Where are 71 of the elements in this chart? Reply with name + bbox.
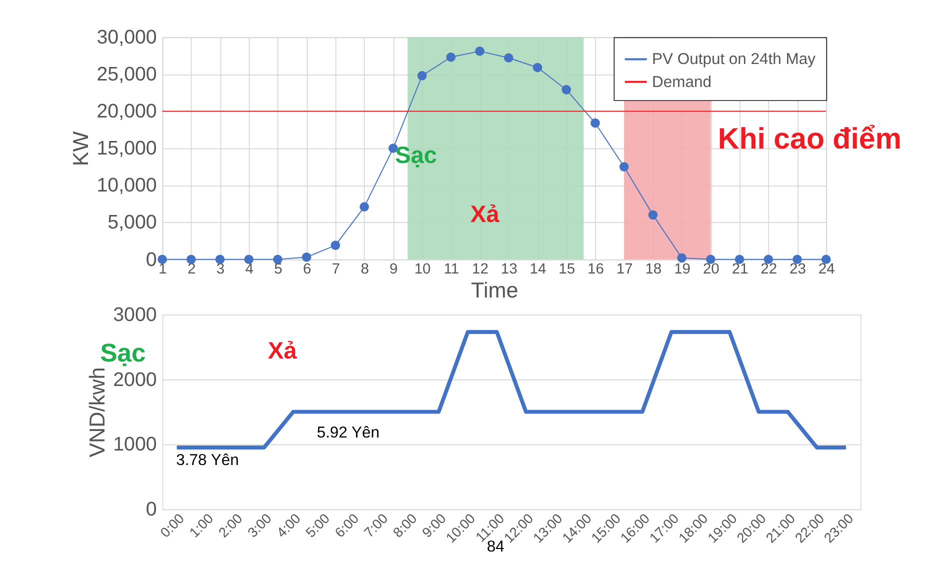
x-tick-label: 5:00 bbox=[303, 510, 333, 540]
x-tick-label: 16 bbox=[587, 262, 604, 278]
x-tick-label: 10 bbox=[414, 262, 431, 278]
x-tick-label: 0:00 bbox=[158, 510, 188, 540]
x-tick-label: 9 bbox=[390, 262, 398, 278]
x-tick-label: 13 bbox=[500, 262, 518, 278]
point bbox=[590, 118, 600, 128]
x-tick-label: 21 bbox=[732, 262, 748, 278]
y-tick-label: 10,000 bbox=[96, 174, 157, 197]
point bbox=[619, 162, 629, 172]
x-tick-label: 22 bbox=[760, 262, 778, 278]
x-tick-label: 24 bbox=[818, 262, 835, 278]
annotation: Sạc bbox=[395, 143, 437, 170]
point bbox=[532, 62, 542, 72]
point bbox=[446, 52, 456, 62]
point bbox=[302, 252, 312, 262]
x-tick-label: 15 bbox=[558, 262, 576, 278]
y-tick-label: 2000 bbox=[113, 368, 157, 391]
point bbox=[330, 240, 340, 250]
x-tick-label: 20 bbox=[702, 262, 720, 278]
y-tick-label: 5,000 bbox=[108, 212, 157, 234]
x-axis-title: Time bbox=[471, 277, 518, 302]
y-tick-label: 0 bbox=[146, 248, 157, 271]
point bbox=[417, 70, 427, 80]
annotation: Xả bbox=[268, 338, 298, 365]
y-axis-title: VND/kwh bbox=[84, 367, 110, 458]
x-tick-label: 7:00 bbox=[361, 510, 391, 540]
x-tick-label: 6 bbox=[302, 262, 312, 278]
x-tick-label: 14 bbox=[530, 262, 546, 278]
y-tick-label: 20,000 bbox=[96, 100, 157, 123]
legend-label: Demand bbox=[652, 74, 712, 91]
x-tick-label: 8:00 bbox=[390, 510, 420, 540]
y-tick-label: 1000 bbox=[113, 434, 157, 456]
x-tick-label: 8 bbox=[360, 262, 369, 278]
x-tick-label: 4:00 bbox=[274, 510, 304, 540]
x-tick-label: 6:00 bbox=[332, 510, 362, 540]
x-tick-label: 12 bbox=[472, 262, 488, 278]
x-tick-label: 18 bbox=[645, 262, 662, 278]
y-axis-title: KW bbox=[68, 130, 93, 166]
point bbox=[360, 202, 369, 212]
point bbox=[158, 254, 167, 264]
annotation: Xả bbox=[470, 202, 500, 228]
point bbox=[677, 253, 686, 263]
point bbox=[186, 254, 196, 264]
x-tick-label: 3 bbox=[216, 262, 225, 278]
y-tick-label: 3000 bbox=[113, 304, 157, 326]
x-tick-label: 11 bbox=[444, 262, 460, 278]
x-tick-label: 3:00 bbox=[244, 510, 275, 540]
x-tick-label: 7 bbox=[332, 262, 340, 278]
x-tick-label: 23 bbox=[790, 262, 806, 278]
y-tick-label: 25,000 bbox=[96, 64, 157, 86]
text: 84 bbox=[486, 538, 505, 556]
x-tick-label: 17 bbox=[616, 262, 633, 278]
point bbox=[562, 85, 572, 94]
x-tick-label: 1 bbox=[158, 262, 167, 278]
point bbox=[648, 210, 658, 220]
annotation: Khi cao điểm bbox=[718, 122, 902, 156]
y-tick-label: 0 bbox=[146, 498, 157, 521]
y-tick-label: 15,000 bbox=[96, 138, 157, 160]
x-tick-label: 5 bbox=[274, 262, 282, 278]
point bbox=[475, 46, 484, 56]
annotation: 3.78 Yên bbox=[176, 452, 239, 469]
annotation: 5.92 Yên bbox=[316, 424, 380, 442]
x-tick-label: 4 bbox=[245, 262, 254, 278]
point bbox=[215, 254, 225, 264]
x-tick-label: 19 bbox=[674, 262, 691, 278]
text: Sạc bbox=[100, 340, 146, 368]
point bbox=[504, 53, 514, 63]
legend-label: PV Output on 24th May bbox=[652, 51, 816, 68]
x-tick-label: 2 bbox=[188, 262, 196, 278]
y-tick-label: 30,000 bbox=[96, 26, 157, 49]
